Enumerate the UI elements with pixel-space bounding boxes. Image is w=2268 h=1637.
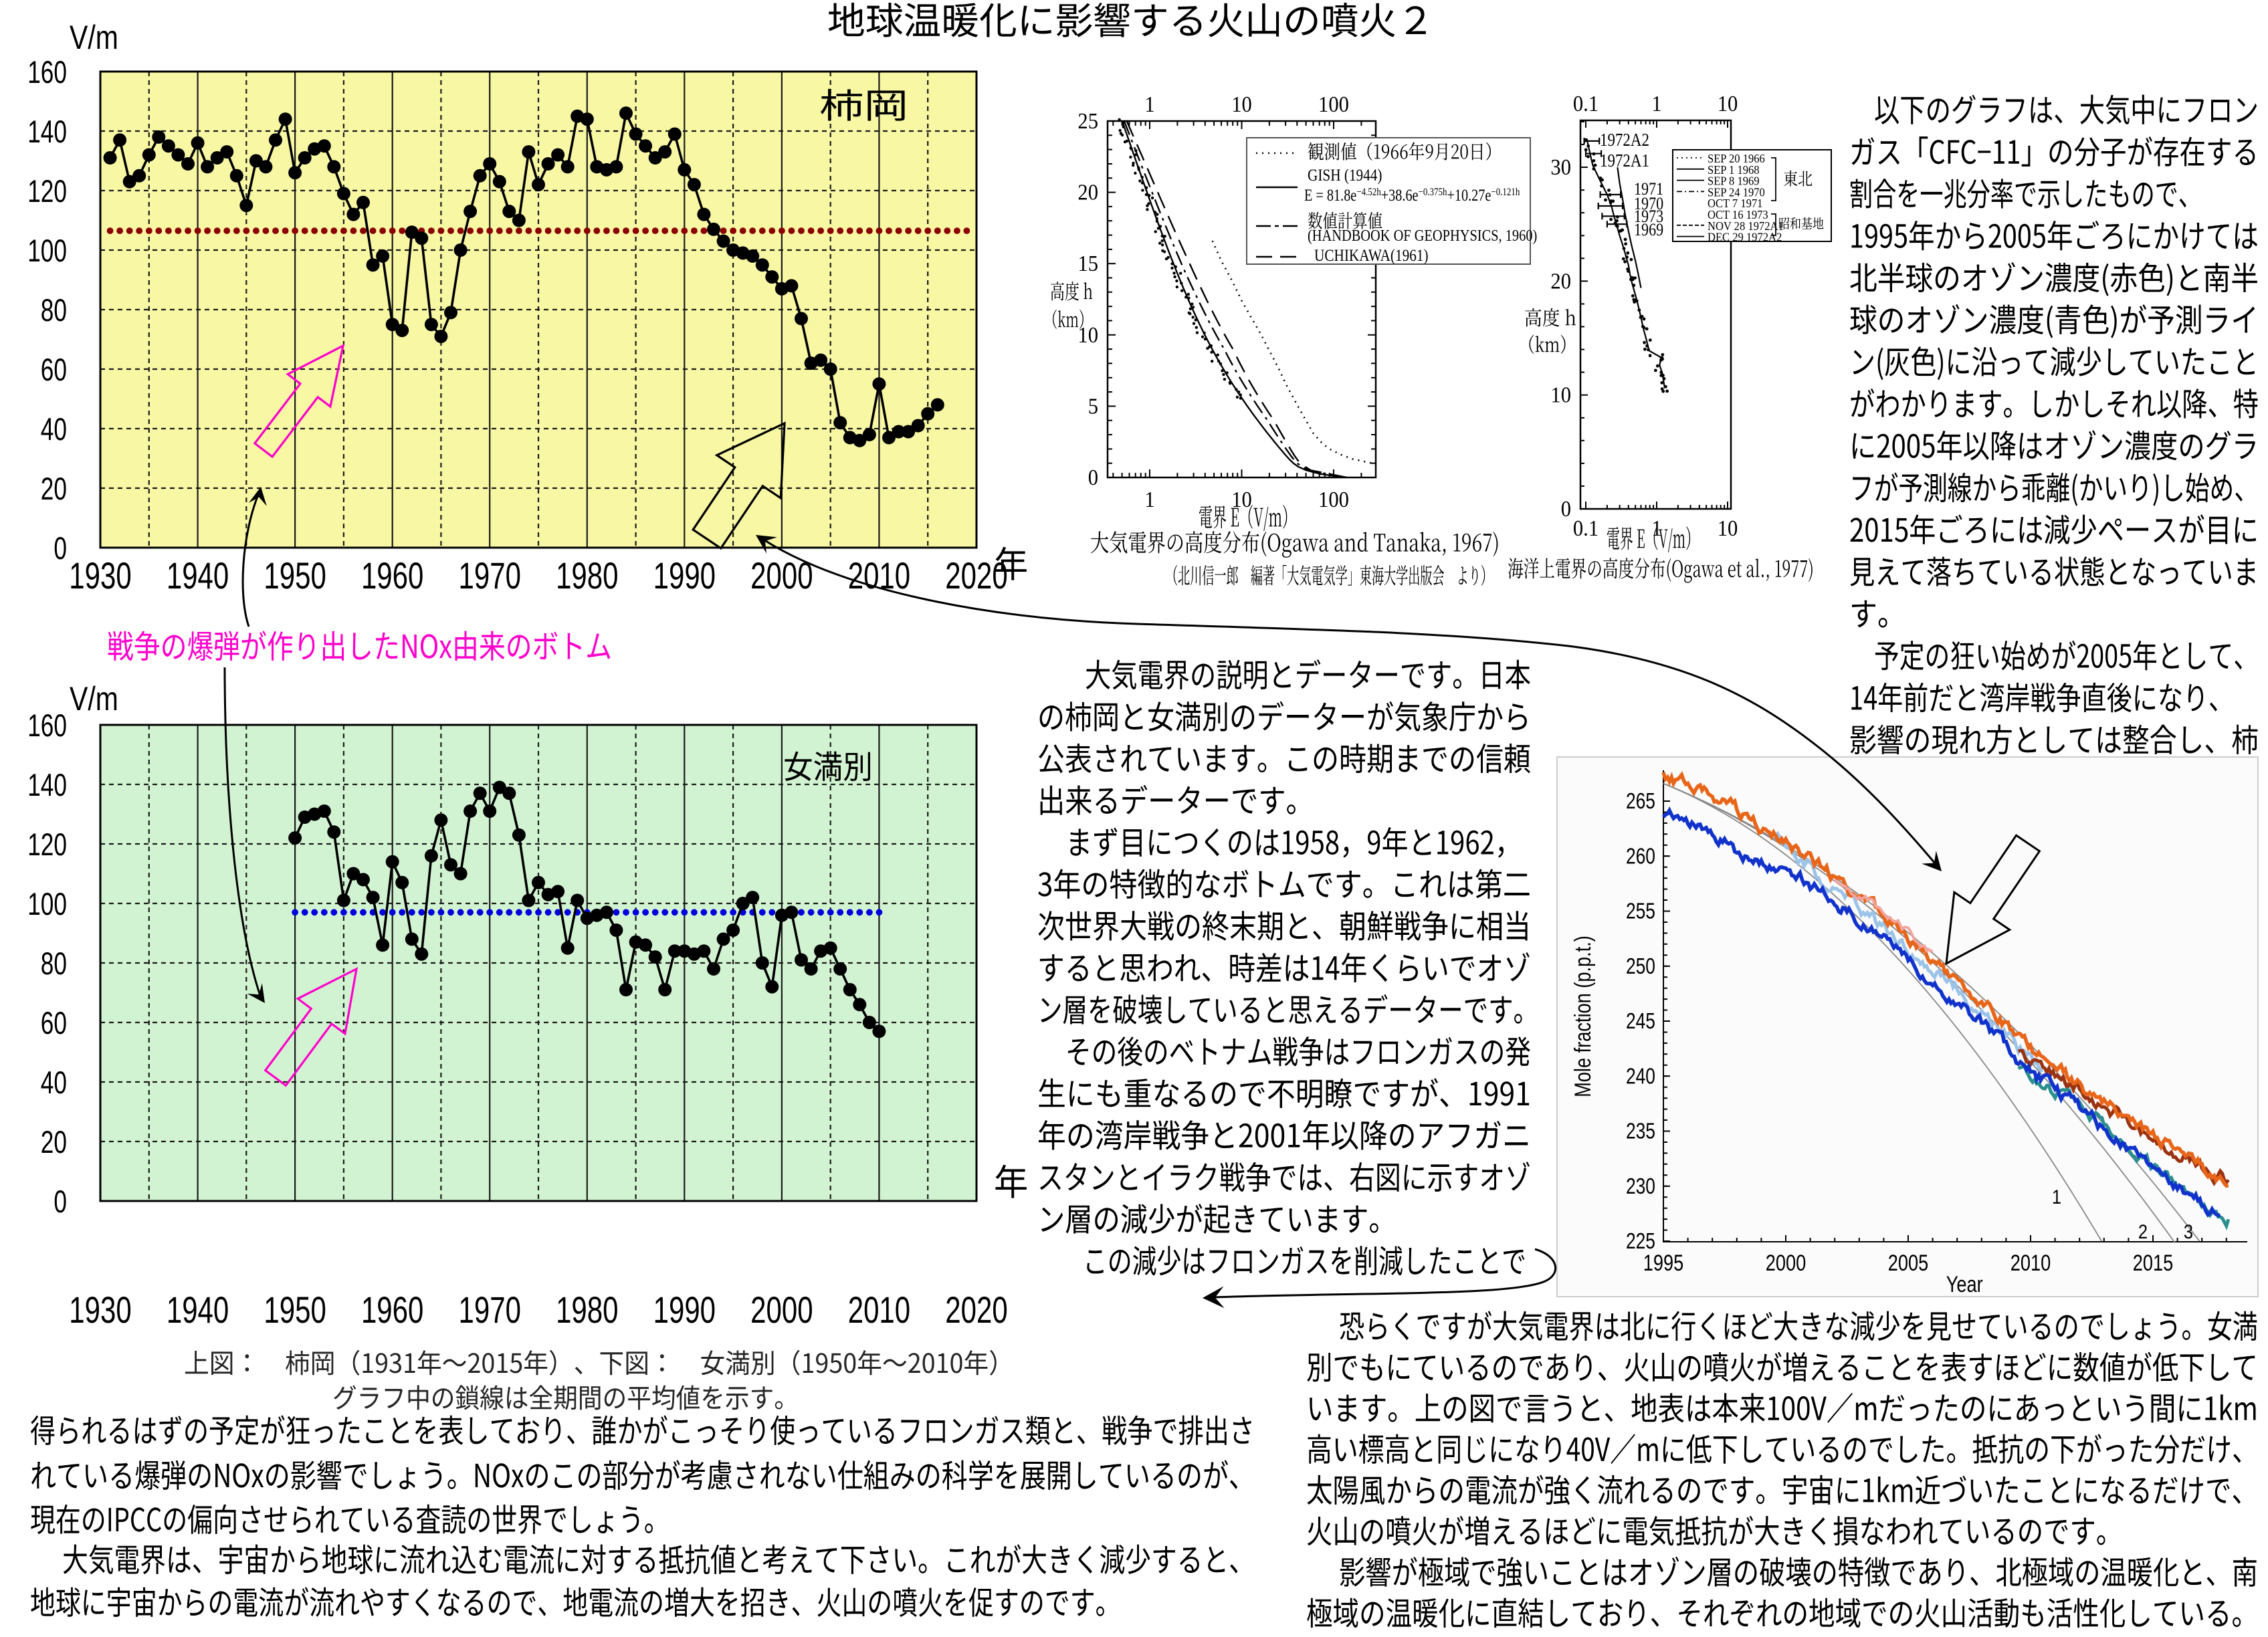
svg-text:30: 30 xyxy=(1550,154,1571,180)
svg-text:160: 160 xyxy=(27,707,67,743)
svg-text:80: 80 xyxy=(41,946,67,981)
svg-text:5: 5 xyxy=(1088,393,1098,419)
svg-text:10: 10 xyxy=(1718,516,1738,541)
svg-text:120: 120 xyxy=(27,173,67,209)
svg-text:60: 60 xyxy=(41,1005,67,1041)
svg-text:2010: 2010 xyxy=(848,555,910,596)
svg-text:1990: 1990 xyxy=(653,555,716,596)
svg-text:1971: 1971 xyxy=(1634,180,1663,199)
svg-text:2015: 2015 xyxy=(2133,1250,2173,1276)
svg-text:40: 40 xyxy=(41,411,67,447)
svg-text:0.1: 0.1 xyxy=(1573,516,1599,541)
svg-text:40: 40 xyxy=(41,1065,67,1100)
svg-text:160: 160 xyxy=(27,54,67,90)
svg-text:100: 100 xyxy=(27,886,67,921)
svg-text:V/m: V/m xyxy=(70,680,118,718)
svg-text:1972A1: 1972A1 xyxy=(1600,151,1649,171)
svg-text:100: 100 xyxy=(1318,92,1349,117)
svg-text:2020: 2020 xyxy=(945,555,1007,596)
svg-text:10: 10 xyxy=(1550,382,1571,407)
svg-text:2010: 2010 xyxy=(848,1289,910,1331)
svg-text:2000: 2000 xyxy=(750,1289,813,1331)
svg-text:140: 140 xyxy=(27,114,67,149)
svg-text:Year: Year xyxy=(1946,1271,1983,1297)
svg-text:140: 140 xyxy=(27,767,67,802)
svg-text:225: 225 xyxy=(1626,1229,1655,1253)
svg-text:2020: 2020 xyxy=(945,1289,1007,1331)
svg-text:1960: 1960 xyxy=(361,555,423,596)
svg-text:120: 120 xyxy=(27,827,67,862)
svg-text:NOV 28 1972A1: NOV 28 1972A1 xyxy=(1708,219,1784,233)
svg-text:1980: 1980 xyxy=(556,555,618,596)
svg-text:15: 15 xyxy=(1077,251,1098,276)
svg-text:255: 255 xyxy=(1626,899,1655,923)
svg-text:SEP 24 1970: SEP 24 1970 xyxy=(1708,186,1765,199)
svg-text:2010: 2010 xyxy=(2011,1250,2051,1276)
svg-text:1970: 1970 xyxy=(1634,195,1663,213)
svg-text:1: 1 xyxy=(1144,487,1154,512)
svg-text:80: 80 xyxy=(41,292,67,328)
svg-text:2005: 2005 xyxy=(1888,1250,1928,1276)
svg-text:1: 1 xyxy=(1144,92,1154,117)
svg-text:1: 1 xyxy=(1651,91,1661,116)
svg-text:SEP 8 1969: SEP 8 1969 xyxy=(1708,175,1760,188)
svg-text:2000: 2000 xyxy=(1766,1250,1806,1276)
svg-text:10: 10 xyxy=(1231,92,1252,117)
svg-text:OCT 16 1973: OCT 16 1973 xyxy=(1708,208,1768,221)
svg-text:230: 230 xyxy=(1626,1174,1655,1198)
svg-text:UCHIKAWA(1961): UCHIKAWA(1961) xyxy=(1314,246,1429,265)
svg-text:GISH (1944): GISH (1944) xyxy=(1308,166,1382,185)
svg-text:245: 245 xyxy=(1626,1009,1655,1033)
svg-text:1940: 1940 xyxy=(167,1289,229,1331)
svg-text:100: 100 xyxy=(27,233,67,268)
svg-text:V/m: V/m xyxy=(70,19,118,56)
svg-text:E = 81.8e−4.52h+38.6e−0.375h+1: E = 81.8e−4.52h+38.6e−0.375h+10.27e−0.12… xyxy=(1304,186,1520,204)
svg-text:250: 250 xyxy=(1626,954,1655,978)
svg-text:(HANDBOOK OF GEOPHYSICS, 1960): (HANDBOOK OF GEOPHYSICS, 1960) xyxy=(1308,226,1537,244)
svg-text:1950: 1950 xyxy=(264,555,326,596)
svg-text:1972A2: 1972A2 xyxy=(1600,130,1649,150)
svg-text:0: 0 xyxy=(54,530,67,566)
svg-text:20: 20 xyxy=(1077,179,1098,205)
svg-text:0: 0 xyxy=(54,1184,67,1219)
svg-text:3: 3 xyxy=(2184,1220,2193,1242)
svg-text:1970: 1970 xyxy=(459,555,521,596)
svg-text:1960: 1960 xyxy=(361,1289,423,1331)
svg-text:1973: 1973 xyxy=(1634,207,1663,226)
svg-text:0.1: 0.1 xyxy=(1573,91,1599,116)
svg-text:1930: 1930 xyxy=(69,555,131,596)
svg-text:10: 10 xyxy=(1077,322,1098,347)
svg-text:1940: 1940 xyxy=(167,555,229,596)
svg-text:2000: 2000 xyxy=(750,555,813,596)
svg-text:10: 10 xyxy=(1718,91,1738,116)
svg-text:1930: 1930 xyxy=(69,1289,131,1331)
svg-text:Mole fraction (p.p.t.): Mole fraction (p.p.t.) xyxy=(1570,936,1596,1097)
svg-text:1969: 1969 xyxy=(1634,221,1663,239)
svg-text:0: 0 xyxy=(1088,465,1098,490)
svg-text:20: 20 xyxy=(1550,268,1571,294)
svg-text:265: 265 xyxy=(1626,789,1655,813)
svg-text:20: 20 xyxy=(41,471,67,506)
svg-text:SEP 20 1966: SEP 20 1966 xyxy=(1708,152,1765,165)
svg-text:2: 2 xyxy=(2138,1220,2148,1242)
svg-text:260: 260 xyxy=(1626,845,1655,869)
svg-text:20: 20 xyxy=(41,1124,67,1160)
svg-text:240: 240 xyxy=(1626,1065,1655,1089)
svg-text:1995: 1995 xyxy=(1643,1250,1683,1276)
svg-text:OCT 7 1971: OCT 7 1971 xyxy=(1708,197,1762,211)
svg-text:1: 1 xyxy=(2052,1186,2061,1208)
svg-text:25: 25 xyxy=(1077,108,1098,134)
svg-text:0: 0 xyxy=(1561,496,1571,522)
svg-text:10: 10 xyxy=(1231,487,1252,512)
svg-text:60: 60 xyxy=(41,352,67,387)
svg-text:SEP 1 1968: SEP 1 1968 xyxy=(1708,163,1760,177)
svg-text:100: 100 xyxy=(1318,487,1349,512)
svg-text:DEC 29 1972A2: DEC 29 1972A2 xyxy=(1708,231,1782,244)
svg-text:1980: 1980 xyxy=(556,1289,618,1331)
svg-text:235: 235 xyxy=(1626,1119,1655,1143)
svg-text:1950: 1950 xyxy=(264,1289,326,1331)
svg-text:1970: 1970 xyxy=(459,1289,521,1331)
svg-text:1990: 1990 xyxy=(653,1289,716,1331)
